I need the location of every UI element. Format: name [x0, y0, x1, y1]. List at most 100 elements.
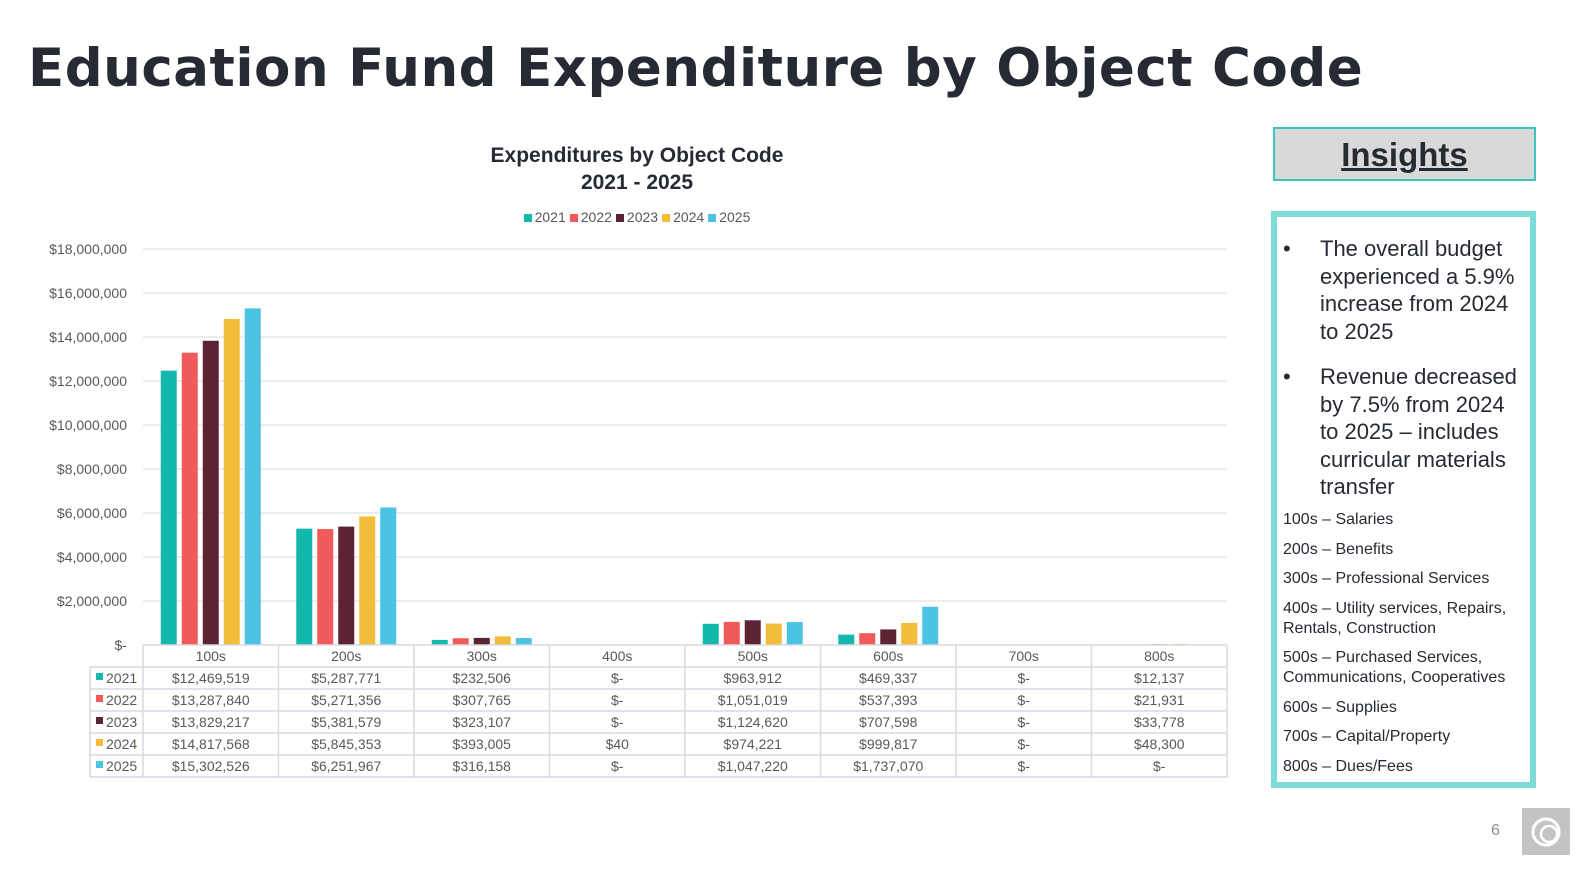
legend-item-2023: 2023 [615, 209, 658, 225]
legend-label: 2025 [719, 209, 751, 225]
insight-text: The overall budget experienced a 5.9% in… [1320, 236, 1515, 344]
data-table-cell: $15,302,526 [172, 758, 250, 774]
insight-bullet: • Revenue decreased by 7.5% from 2024 to … [1277, 363, 1530, 501]
bar-2024-600s [901, 623, 918, 645]
legend-key-2021 [96, 673, 103, 680]
bar-2024-500s [765, 623, 782, 645]
bar-2023-300s [473, 637, 490, 645]
legend-swatch [662, 214, 671, 222]
data-table-cell: $- [611, 670, 624, 686]
data-table-cell: $1,124,620 [718, 714, 788, 730]
table-row-label: 2021 [106, 670, 137, 686]
bar-2021-100s [160, 370, 177, 645]
legend-swatch [615, 214, 624, 222]
data-table-cell: $6,251,967 [311, 758, 381, 774]
x-category-label: 200s [331, 648, 361, 664]
data-table-cell: $- [1018, 714, 1031, 730]
bar-2025-600s [922, 606, 939, 645]
bar-2023-600s [880, 629, 897, 645]
data-table-cell: $323,107 [453, 714, 512, 730]
data-table-cell: $1,047,220 [718, 758, 788, 774]
object-code-list: 100s – Salaries 200s – Benefits 300s – P… [1277, 510, 1530, 777]
data-table-cell: $33,778 [1134, 714, 1185, 730]
object-code-item: 700s – Capital/Property [1283, 728, 1451, 745]
x-category-label: 600s [873, 648, 903, 664]
legend-key-2024 [96, 739, 103, 746]
insight-text: Revenue decreased by 7.5% from 2024 to 2… [1320, 364, 1517, 499]
legend-swatch [523, 214, 532, 222]
legend-item-2022: 2022 [569, 209, 612, 225]
page-number: 6 [1491, 822, 1500, 839]
data-table-cell: $5,845,353 [311, 736, 381, 752]
chart-subtitle: 2021 - 2025 [580, 171, 694, 194]
data-table-cell: $21,931 [1134, 692, 1185, 708]
y-tick-label: $12,000,000 [49, 373, 127, 389]
bar-2025-100s [244, 308, 261, 645]
bar-2022-300s [452, 638, 469, 645]
y-tick-label: $14,000,000 [49, 329, 127, 345]
data-table-cell: $- [1018, 670, 1031, 686]
data-table-cell: $1,737,070 [853, 758, 923, 774]
bar-2024-100s [223, 319, 240, 645]
legend-item-2025: 2025 [708, 209, 750, 225]
bar-2022-600s [859, 633, 876, 645]
bar-2021-500s [702, 623, 719, 645]
data-table-cell: $5,271,356 [311, 692, 381, 708]
data-table-cell: $13,829,217 [172, 714, 250, 730]
object-code-item: 500s – Purchased Services, Communication… [1283, 649, 1506, 686]
x-category-label: 700s [1009, 648, 1039, 664]
chart-legend: 2021 2022 2023 2024 2025 [437, 209, 837, 225]
data-table-cell: $537,393 [859, 692, 918, 708]
bar-2023-200s [338, 526, 355, 645]
bar-2021-300s [431, 639, 448, 645]
chart-title: Expenditures by Object Code 2021 - 2025 [437, 142, 837, 196]
x-category-label: 100s [196, 648, 226, 664]
legend-key-2023 [96, 717, 103, 724]
y-tick-label: $8,000,000 [57, 461, 127, 477]
bullet-icon: • [1283, 364, 1291, 389]
data-table-cell: $707,598 [859, 714, 918, 730]
bar-2023-500s [744, 620, 761, 645]
data-table-cell: $- [1018, 736, 1031, 752]
bar-2021-200s [296, 528, 313, 645]
bar-2025-200s [380, 507, 397, 645]
y-tick-label: $16,000,000 [49, 285, 127, 301]
bar-2022-500s [723, 621, 740, 645]
data-table-cell: $393,005 [453, 736, 512, 752]
insights-panel: • The overall budget experienced a 5.9% i… [1271, 211, 1536, 788]
data-table-cell: $14,817,568 [172, 736, 250, 752]
data-table-cell: $232,506 [453, 670, 512, 686]
data-table-cell: $999,817 [859, 736, 918, 752]
insights-heading: Insights [1273, 127, 1536, 181]
y-tick-label: $10,000,000 [49, 417, 127, 433]
data-table-cell: $- [1153, 758, 1166, 774]
bar-2025-300s [515, 638, 532, 645]
legend-label: 2021 [534, 209, 566, 225]
y-tick-label: $2,000,000 [57, 593, 127, 609]
y-tick-label: $18,000,000 [49, 241, 127, 257]
data-table-cell: $974,221 [724, 736, 783, 752]
y-tick-label: $6,000,000 [57, 505, 127, 521]
object-code-item: 100s – Salaries [1283, 511, 1394, 528]
legend-key-2025 [96, 761, 103, 768]
table-row-label: 2024 [106, 736, 137, 752]
legend-swatch [708, 214, 717, 222]
y-tick-label: $4,000,000 [57, 549, 127, 565]
insight-bullet: • The overall budget experienced a 5.9% i… [1277, 235, 1530, 345]
data-table-cell: $- [611, 714, 624, 730]
bar-2023-100s [202, 340, 219, 645]
bar-2024-200s [359, 516, 376, 645]
bar-2022-200s [317, 529, 334, 645]
data-table-cell: $12,469,519 [172, 670, 250, 686]
data-table-cell: $12,137 [1134, 670, 1185, 686]
legend-item-2021: 2021 [523, 209, 566, 225]
data-table-cell: $316,158 [453, 758, 512, 774]
data-table-cell: $5,381,579 [311, 714, 381, 730]
x-category-label: 300s [467, 648, 497, 664]
legend-label: 2022 [580, 209, 612, 225]
bar-2025-500s [786, 621, 803, 645]
table-row-label: 2025 [106, 758, 137, 774]
data-table-cell: $- [1018, 692, 1031, 708]
